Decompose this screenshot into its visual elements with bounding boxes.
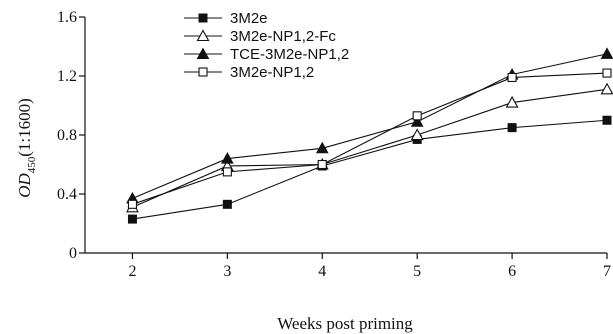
y-axis-title: OD450(1:1600) xyxy=(15,98,38,198)
y-axis-title-suffix: (1:1600) xyxy=(15,98,34,157)
data-point xyxy=(127,199,138,209)
data-point xyxy=(505,95,519,108)
y-axis-title-subscript: 450 xyxy=(26,156,38,173)
series-4 xyxy=(127,68,612,209)
x-tick-label: 4 xyxy=(318,263,326,280)
y-tick-label: 0.8 xyxy=(57,127,77,144)
x-tick-label: 5 xyxy=(413,263,421,280)
legend-marker xyxy=(198,13,208,23)
data-point xyxy=(127,214,137,224)
legend-label: TCE-3M2e-NP1,2 xyxy=(230,46,349,63)
data-point xyxy=(600,47,613,59)
y-tick-label: 0 xyxy=(69,245,77,262)
series-2 xyxy=(126,82,613,213)
data-point xyxy=(315,141,329,154)
data-point xyxy=(317,159,327,170)
x-axis-title: Weeks post priming xyxy=(277,314,413,333)
data-point xyxy=(222,167,232,177)
data-point xyxy=(507,72,517,83)
series-line xyxy=(132,53,608,199)
y-tick-label: 1.2 xyxy=(57,68,77,85)
legend-marker xyxy=(198,67,208,77)
series-line xyxy=(132,72,608,205)
legend-label: 3M2e xyxy=(230,10,268,27)
legend-marker xyxy=(196,47,210,59)
x-tick-label: 3 xyxy=(223,263,231,280)
legend-marker xyxy=(196,29,210,42)
legend-item: 3M2e-NP1,2 xyxy=(184,64,314,81)
y-axis-title-italic: OD xyxy=(15,173,34,198)
series-layer xyxy=(126,47,613,224)
x-tick-label: 2 xyxy=(128,263,136,280)
data-point xyxy=(222,199,232,209)
data-point xyxy=(410,115,424,127)
data-point xyxy=(602,68,612,78)
series-line xyxy=(132,119,608,220)
legend-item: TCE-3M2e-NP1,2 xyxy=(184,46,349,63)
series-line xyxy=(132,88,608,208)
data-point xyxy=(410,128,424,141)
x-tick-label: 7 xyxy=(603,263,611,280)
y-tick-label: 1.6 xyxy=(57,9,77,26)
legend-item: 3M2e xyxy=(184,10,268,27)
x-tick-label: 6 xyxy=(508,263,516,280)
data-point xyxy=(412,111,422,121)
legend-label: 3M2e-NP1,2 xyxy=(230,64,314,81)
legend: 3M2e3M2e-NP1,2-FcTCE-3M2e-NP1,23M2e-NP1,… xyxy=(184,10,349,81)
data-point xyxy=(507,123,517,133)
y-tick-label: 0.4 xyxy=(57,186,77,203)
legend-item: 3M2e-NP1,2-Fc xyxy=(184,28,336,45)
data-point xyxy=(221,152,234,164)
data-point xyxy=(602,115,612,125)
legend-label: 3M2e-NP1,2-Fc xyxy=(230,28,336,45)
data-point xyxy=(600,82,613,95)
axes: 2 3 4 5 6 7 0 0.4 0.8 1.2 1.6 xyxy=(57,9,611,280)
